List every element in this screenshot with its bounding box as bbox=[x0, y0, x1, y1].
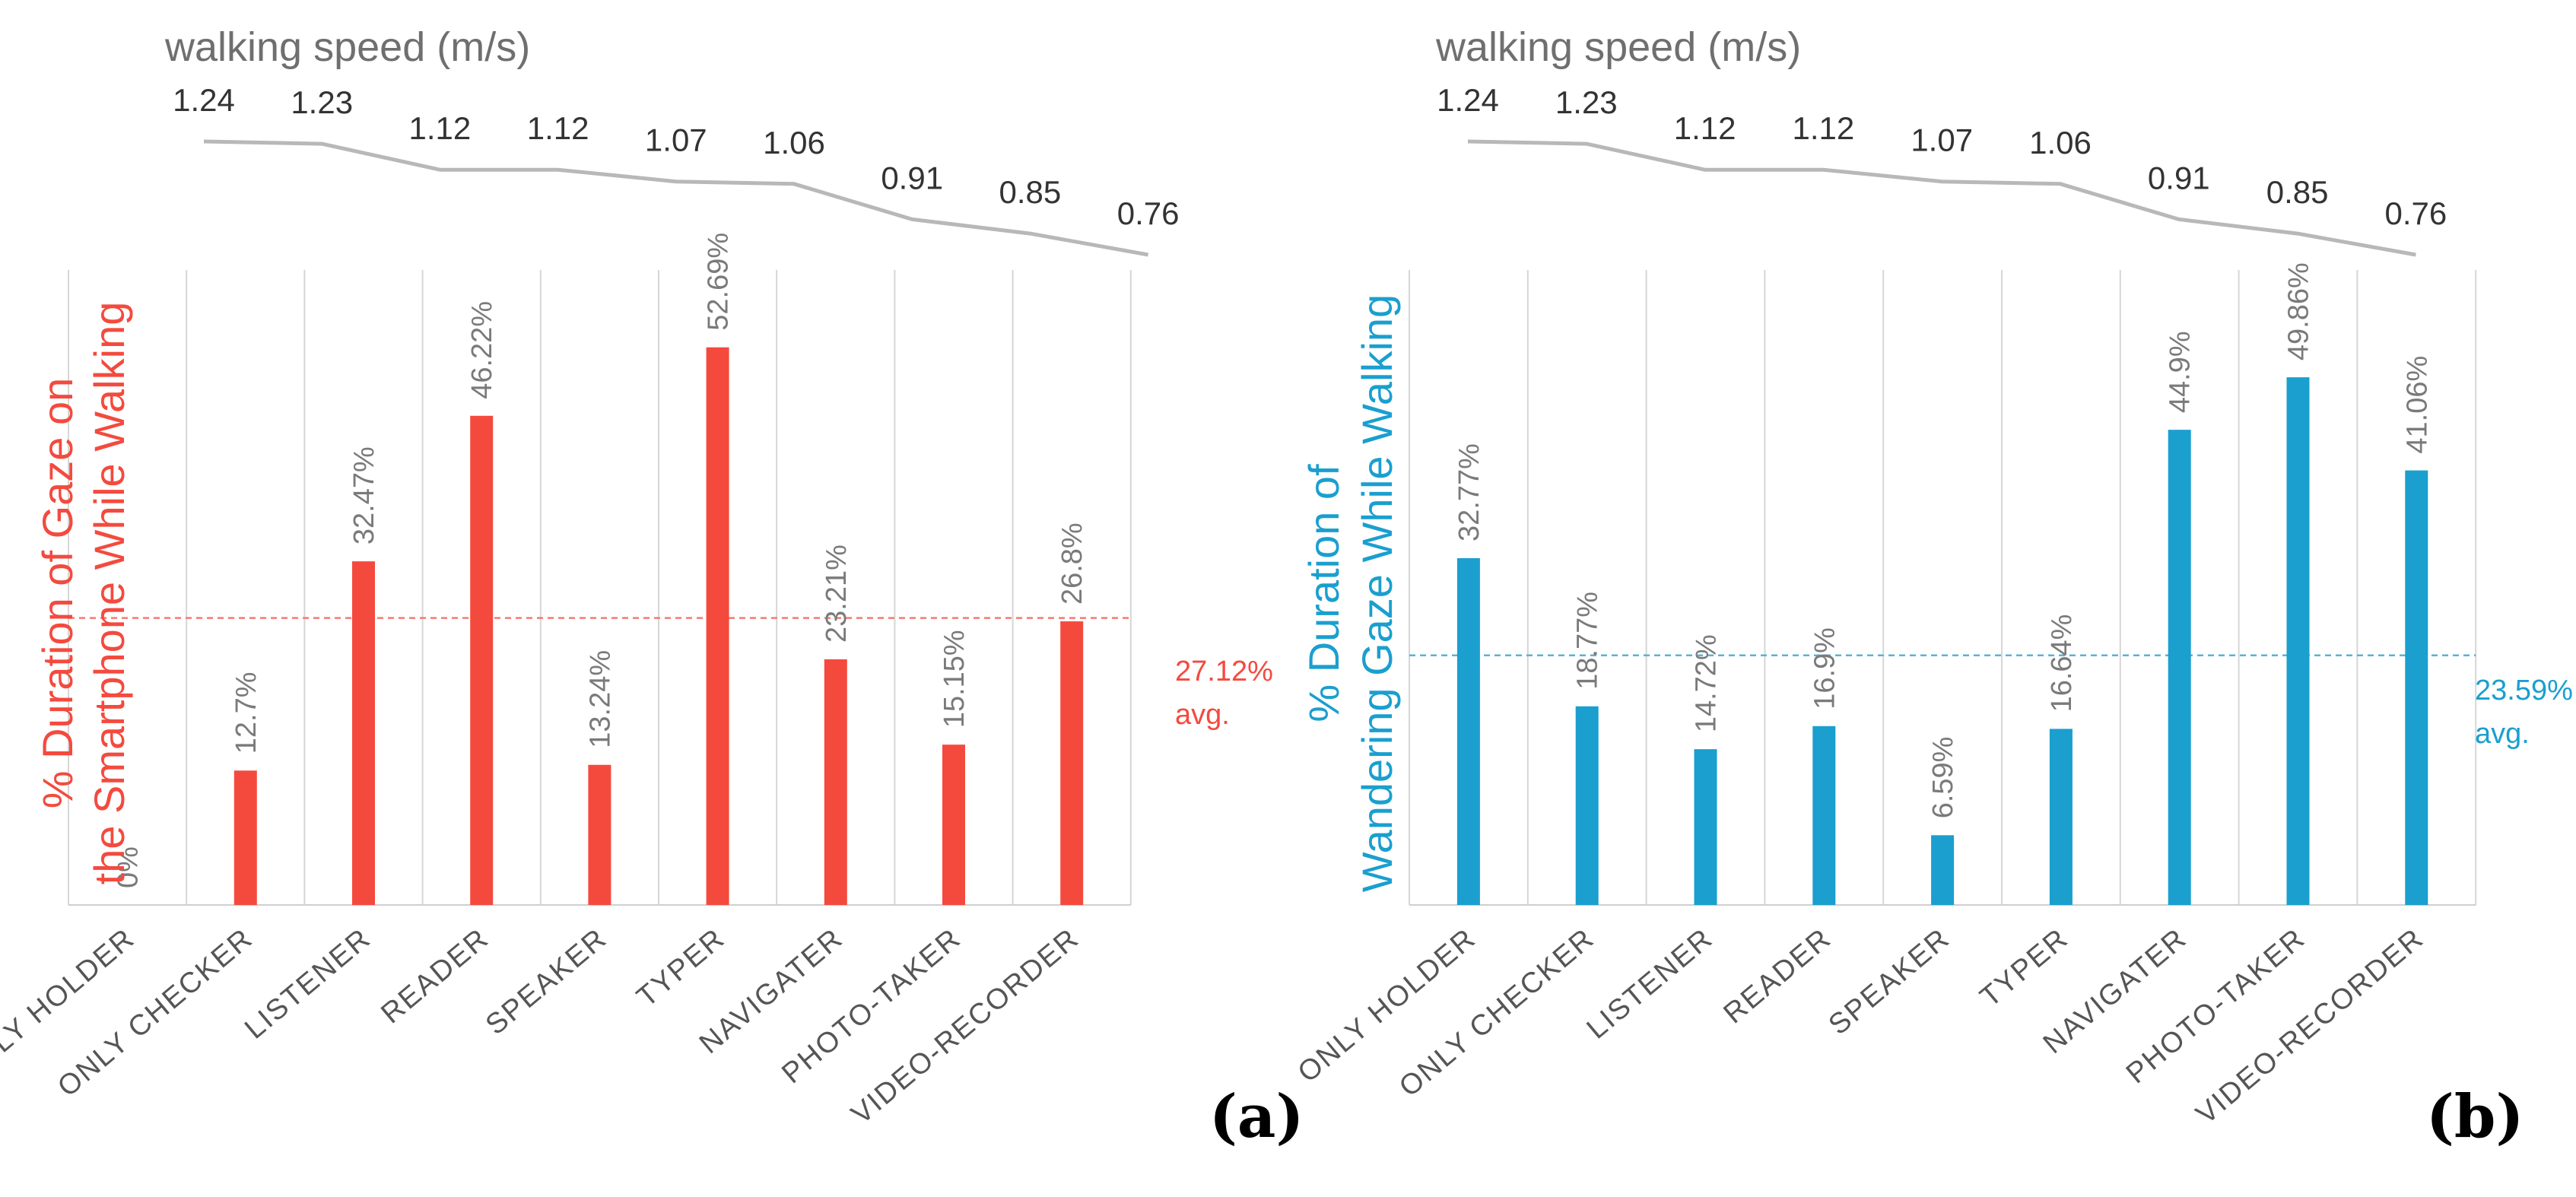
category-label: VIDEO-RECORDER bbox=[2190, 922, 2430, 1131]
category-label: SPEAKER bbox=[480, 922, 613, 1042]
bar-photo-taker bbox=[2286, 377, 2310, 905]
speed-label: 1.07 bbox=[1911, 122, 1973, 158]
speed-label: 1.07 bbox=[645, 122, 707, 158]
category-label: LISTENER bbox=[239, 922, 377, 1046]
bar-navigater bbox=[824, 659, 847, 905]
bar-typer bbox=[2049, 729, 2073, 905]
bar-value-label: 41.06% bbox=[2401, 356, 2433, 454]
y-axis-title-line: the Smartphone While Walking bbox=[85, 302, 133, 885]
bar-value-label: 6.59% bbox=[1927, 737, 1959, 819]
bar-video-recorder bbox=[2405, 470, 2428, 905]
bar-value-label: 12.7% bbox=[230, 672, 262, 754]
bar-only-checker bbox=[233, 770, 257, 905]
speed-label: 1.12 bbox=[1793, 110, 1855, 146]
average-suffix-label: avg. bbox=[2475, 718, 2530, 750]
bar-reader bbox=[470, 415, 494, 905]
bar-value-label: 16.64% bbox=[2046, 614, 2078, 713]
chart-panel-b: walking speed (m/s) 1.24 1.23 1.12 1.12 1.07 1… bbox=[1292, 24, 2573, 1151]
bar-reader bbox=[1812, 726, 1836, 905]
bar-value-label: 16.9% bbox=[1809, 627, 1841, 710]
speed-label: 1.24 bbox=[1437, 82, 1499, 118]
bar-value-label: 14.72% bbox=[1691, 634, 1723, 732]
speed-label: 1.12 bbox=[527, 110, 589, 146]
speed-label: 0.85 bbox=[999, 174, 1062, 210]
bar-value-label: 32.77% bbox=[1453, 443, 1485, 541]
bar-speaker bbox=[588, 764, 611, 905]
bar-only-holder bbox=[1456, 557, 1480, 905]
y-axis-title-line: % Duration of Gaze on bbox=[33, 378, 81, 809]
category-label: TYPER bbox=[1974, 922, 2075, 1014]
bar-listener bbox=[352, 561, 375, 905]
category-label: SPEAKER bbox=[1823, 922, 1956, 1042]
bar-value-label: 32.47% bbox=[348, 446, 380, 545]
walking-speed-line bbox=[203, 139, 1149, 257]
panel-label: (a) bbox=[1209, 1082, 1304, 1151]
panel-label: (b) bbox=[2426, 1082, 2524, 1151]
bar-value-label: 15.15% bbox=[939, 630, 970, 728]
category-label: LISTENER bbox=[1581, 922, 1720, 1046]
speed-chart-title: walking speed (m/s) bbox=[164, 24, 530, 70]
speed-label: 1.06 bbox=[763, 125, 825, 160]
category-label: READER bbox=[375, 922, 495, 1030]
category-label: TYPER bbox=[631, 922, 732, 1014]
bar-value-label: 49.86% bbox=[2283, 262, 2315, 360]
category-label: VIDEO-RECORDER bbox=[846, 922, 1085, 1131]
category-label: ONLY CHECKER bbox=[52, 922, 259, 1103]
bar-value-label: 52.69% bbox=[703, 233, 735, 331]
bar-listener bbox=[1694, 749, 1717, 905]
bar-photo-taker bbox=[942, 745, 965, 905]
average-value-label: 23.59% bbox=[2475, 675, 2573, 706]
y-axis-title-line: % Duration of bbox=[1300, 464, 1348, 722]
speed-label: 1.23 bbox=[1555, 84, 1618, 120]
speed-label: 0.91 bbox=[2148, 160, 2210, 195]
bar-value-label: 18.77% bbox=[1572, 592, 1604, 690]
category-label: READER bbox=[1718, 922, 1838, 1030]
bar-video-recorder bbox=[1060, 621, 1084, 905]
bar-value-label: 13.24% bbox=[584, 650, 616, 748]
bar-typer bbox=[706, 347, 729, 905]
walking-speed-line bbox=[1467, 139, 2416, 257]
speed-label: 0.85 bbox=[2266, 174, 2329, 210]
speed-label: 0.91 bbox=[881, 160, 943, 195]
bar-value-label: 26.8% bbox=[1056, 522, 1088, 605]
speed-label: 0.76 bbox=[1117, 195, 1180, 231]
speed-label: 1.12 bbox=[409, 110, 472, 146]
speed-label: 1.23 bbox=[291, 84, 353, 120]
speed-label: 1.12 bbox=[1674, 110, 1736, 146]
y-axis-title-line: Wandering Gaze While Walking bbox=[1353, 294, 1401, 892]
bar-value-label: 23.21% bbox=[821, 545, 853, 643]
speed-label: 0.76 bbox=[2385, 195, 2447, 231]
speed-chart-title: walking speed (m/s) bbox=[1435, 24, 1801, 70]
category-label: ONLY CHECKER bbox=[1393, 922, 1600, 1103]
chart-panel-a: walking speed (m/s) 1.24 1.23 1.12 1.12 1.07 1… bbox=[0, 24, 1304, 1151]
speed-label: 1.24 bbox=[173, 82, 235, 118]
bar-speaker bbox=[1931, 835, 1955, 905]
average-suffix-label: avg. bbox=[1175, 699, 1230, 731]
bar-navigater bbox=[2168, 430, 2191, 905]
bar-value-label: 46.22% bbox=[466, 301, 498, 399]
bar-value-label: 0% bbox=[113, 846, 145, 888]
bar-value-label: 44.9% bbox=[2165, 331, 2196, 413]
bar-only-checker bbox=[1575, 706, 1599, 905]
speed-label: 1.06 bbox=[2029, 125, 2092, 160]
average-value-label: 27.12% bbox=[1175, 656, 1273, 687]
